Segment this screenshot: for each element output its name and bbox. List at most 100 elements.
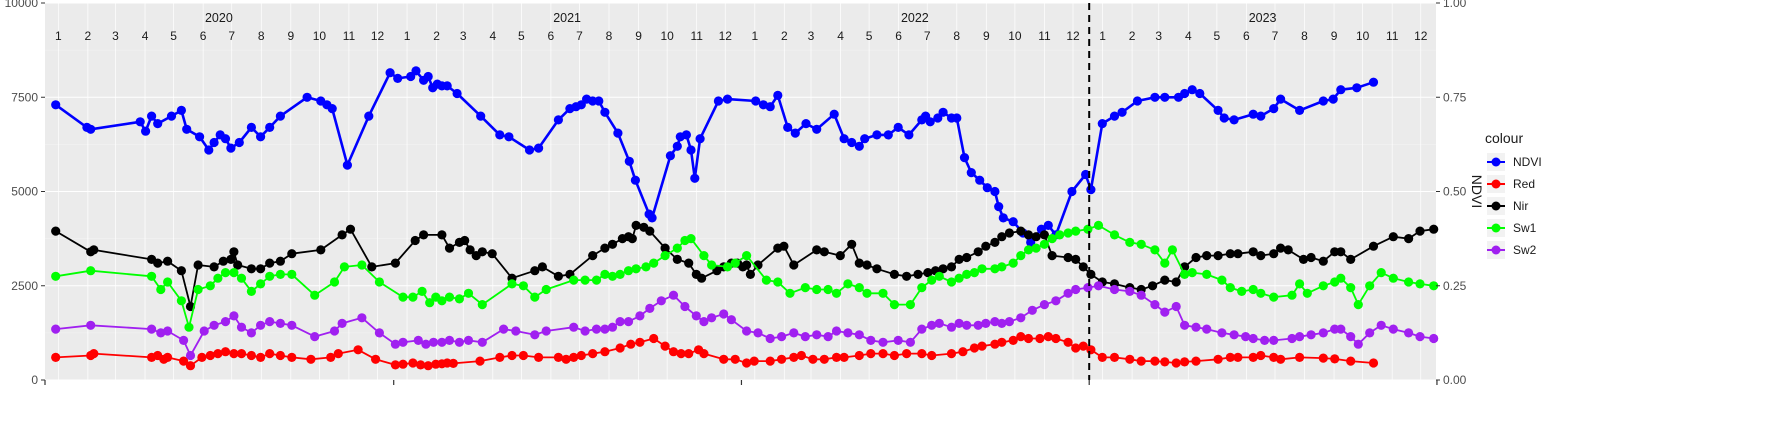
data-point — [205, 281, 215, 291]
data-point — [477, 247, 487, 257]
data-point — [1225, 352, 1235, 362]
data-point — [569, 275, 579, 285]
data-point — [975, 175, 985, 185]
data-point — [444, 243, 455, 253]
data-point — [1415, 279, 1425, 289]
data-point — [1225, 249, 1235, 259]
data-point — [773, 90, 783, 100]
data-point — [1086, 345, 1096, 355]
data-point — [229, 268, 239, 278]
month-label: 5 — [518, 29, 525, 43]
data-point — [686, 145, 696, 155]
data-point — [719, 309, 729, 319]
data-point — [463, 288, 474, 298]
data-point — [463, 335, 474, 345]
data-point — [668, 347, 679, 357]
data-point — [707, 260, 717, 270]
data-point — [1233, 352, 1243, 362]
data-point — [722, 94, 733, 104]
month-label: 11 — [1386, 29, 1399, 43]
data-point — [1328, 94, 1338, 104]
data-point — [800, 283, 810, 293]
legend-label: Sw2 — [1513, 243, 1537, 257]
data-point — [1202, 269, 1212, 279]
month-label: 5 — [866, 29, 873, 43]
month-label: 7 — [576, 29, 583, 43]
data-point — [163, 352, 173, 362]
data-point — [256, 320, 266, 330]
data-point — [695, 134, 705, 144]
data-point — [246, 350, 256, 361]
data-point — [51, 324, 61, 334]
month-label: 11 — [690, 29, 703, 43]
data-point — [1171, 277, 1181, 287]
data-point — [878, 349, 888, 359]
data-point — [927, 320, 937, 330]
data-point — [835, 251, 845, 261]
data-point — [878, 288, 888, 298]
data-point — [831, 352, 842, 362]
data-point — [153, 119, 163, 129]
data-point — [665, 151, 676, 161]
data-point — [229, 247, 239, 257]
data-point — [275, 111, 285, 121]
data-point — [390, 258, 400, 268]
data-point — [684, 349, 694, 359]
year-label: 2020 — [205, 11, 233, 25]
data-point — [1429, 224, 1439, 234]
legend-item-ndvi: NDVI — [1487, 153, 1542, 171]
y2-tick-label: 0.75 — [1443, 90, 1467, 104]
month-label: 1 — [751, 29, 758, 43]
data-point — [1202, 324, 1212, 334]
data-point — [1016, 251, 1026, 261]
data-point — [751, 96, 761, 106]
data-point — [854, 141, 864, 151]
data-point — [1330, 354, 1340, 364]
data-point — [938, 107, 948, 117]
data-point — [1063, 228, 1073, 238]
data-point — [962, 269, 972, 279]
data-point — [1027, 305, 1037, 315]
data-point — [790, 128, 800, 138]
data-point — [829, 109, 839, 119]
data-point — [761, 275, 772, 285]
data-point — [179, 356, 189, 366]
data-point — [184, 322, 194, 332]
data-point — [1404, 277, 1414, 287]
data-point — [1125, 286, 1135, 296]
month-label: 2 — [781, 29, 788, 43]
data-point — [454, 294, 464, 304]
left-y-axis: 0 2500 5000 7500 10000 — [5, 0, 45, 387]
data-point — [878, 337, 888, 347]
data-point — [1132, 96, 1142, 106]
y-tick-label: 5000 — [11, 185, 38, 199]
data-point — [275, 350, 285, 361]
data-point — [1086, 185, 1096, 195]
data-point — [997, 262, 1007, 272]
data-point — [1167, 245, 1177, 255]
data-point — [1078, 262, 1088, 272]
data-point — [831, 288, 842, 298]
data-point — [854, 283, 864, 293]
data-point — [697, 273, 707, 283]
data-point — [287, 269, 297, 279]
data-point — [684, 258, 694, 268]
data-point — [218, 256, 228, 266]
data-point — [839, 352, 849, 362]
data-point — [615, 343, 625, 353]
data-point — [182, 124, 192, 134]
data-point — [812, 124, 822, 134]
data-point — [1306, 252, 1316, 263]
data-point — [416, 360, 426, 370]
data-point — [1150, 245, 1160, 255]
data-point — [613, 128, 623, 138]
legend-key-point — [1491, 245, 1501, 255]
data-point — [1097, 352, 1107, 362]
data-point — [713, 96, 724, 106]
data-point — [823, 332, 833, 342]
data-point — [783, 122, 793, 132]
data-point — [452, 88, 462, 99]
data-point — [141, 126, 151, 136]
data-point — [477, 300, 487, 310]
data-point — [518, 281, 529, 291]
